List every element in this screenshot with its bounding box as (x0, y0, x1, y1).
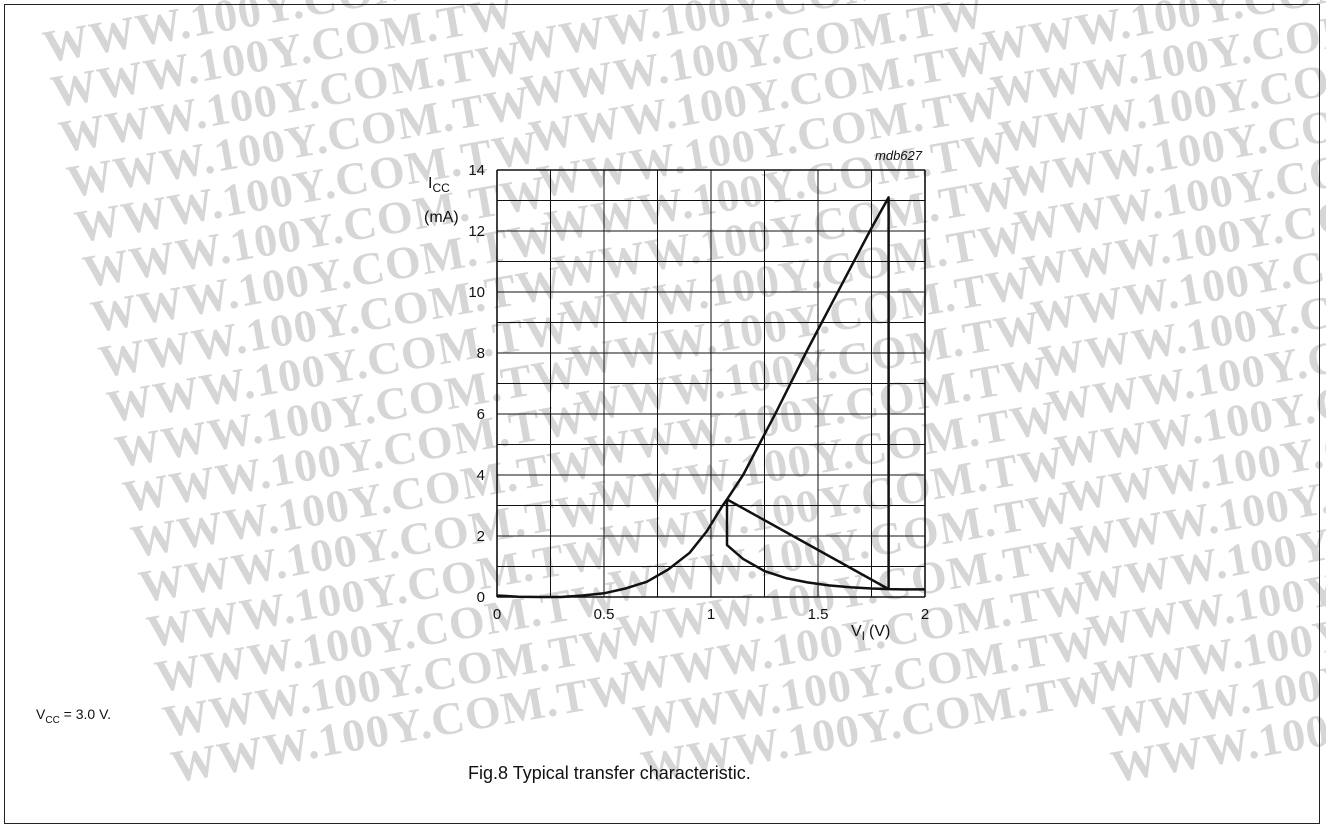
y-axis-unit: (mA) (424, 209, 459, 226)
x-tick-labels: 0 0.5 1 1.5 2 (493, 606, 929, 623)
y-tick-labels: 0 2 4 6 8 10 12 14 (468, 162, 485, 606)
y-tick-label: 0 (477, 589, 485, 606)
figure-caption: Fig.8 Typical transfer characteristic. (468, 763, 751, 783)
chart-grid (496, 169, 926, 598)
y-tick-label: 4 (477, 467, 485, 484)
x-tick-label: 1.5 (808, 606, 829, 623)
x-tick-label: 1 (707, 606, 715, 623)
x-tick-label: 0.5 (594, 606, 615, 623)
x-axis-label: VI (V) (851, 623, 890, 643)
y-axis-label: ICC (428, 175, 450, 195)
x-tick-label: 0 (493, 606, 501, 623)
y-tick-label: 8 (477, 345, 485, 362)
y-tick-label: 12 (468, 223, 485, 240)
y-tick-label: 10 (468, 284, 485, 301)
y-tick-label: 14 (468, 162, 485, 179)
figure-code: mdb627 (875, 148, 923, 163)
y-tick-label: 6 (477, 406, 485, 423)
x-tick-label: 2 (921, 606, 929, 623)
y-tick-label: 2 (477, 528, 485, 545)
vcc-condition-note: VCC = 3.0 V. (36, 706, 112, 726)
icc-curve (496, 196, 925, 599)
